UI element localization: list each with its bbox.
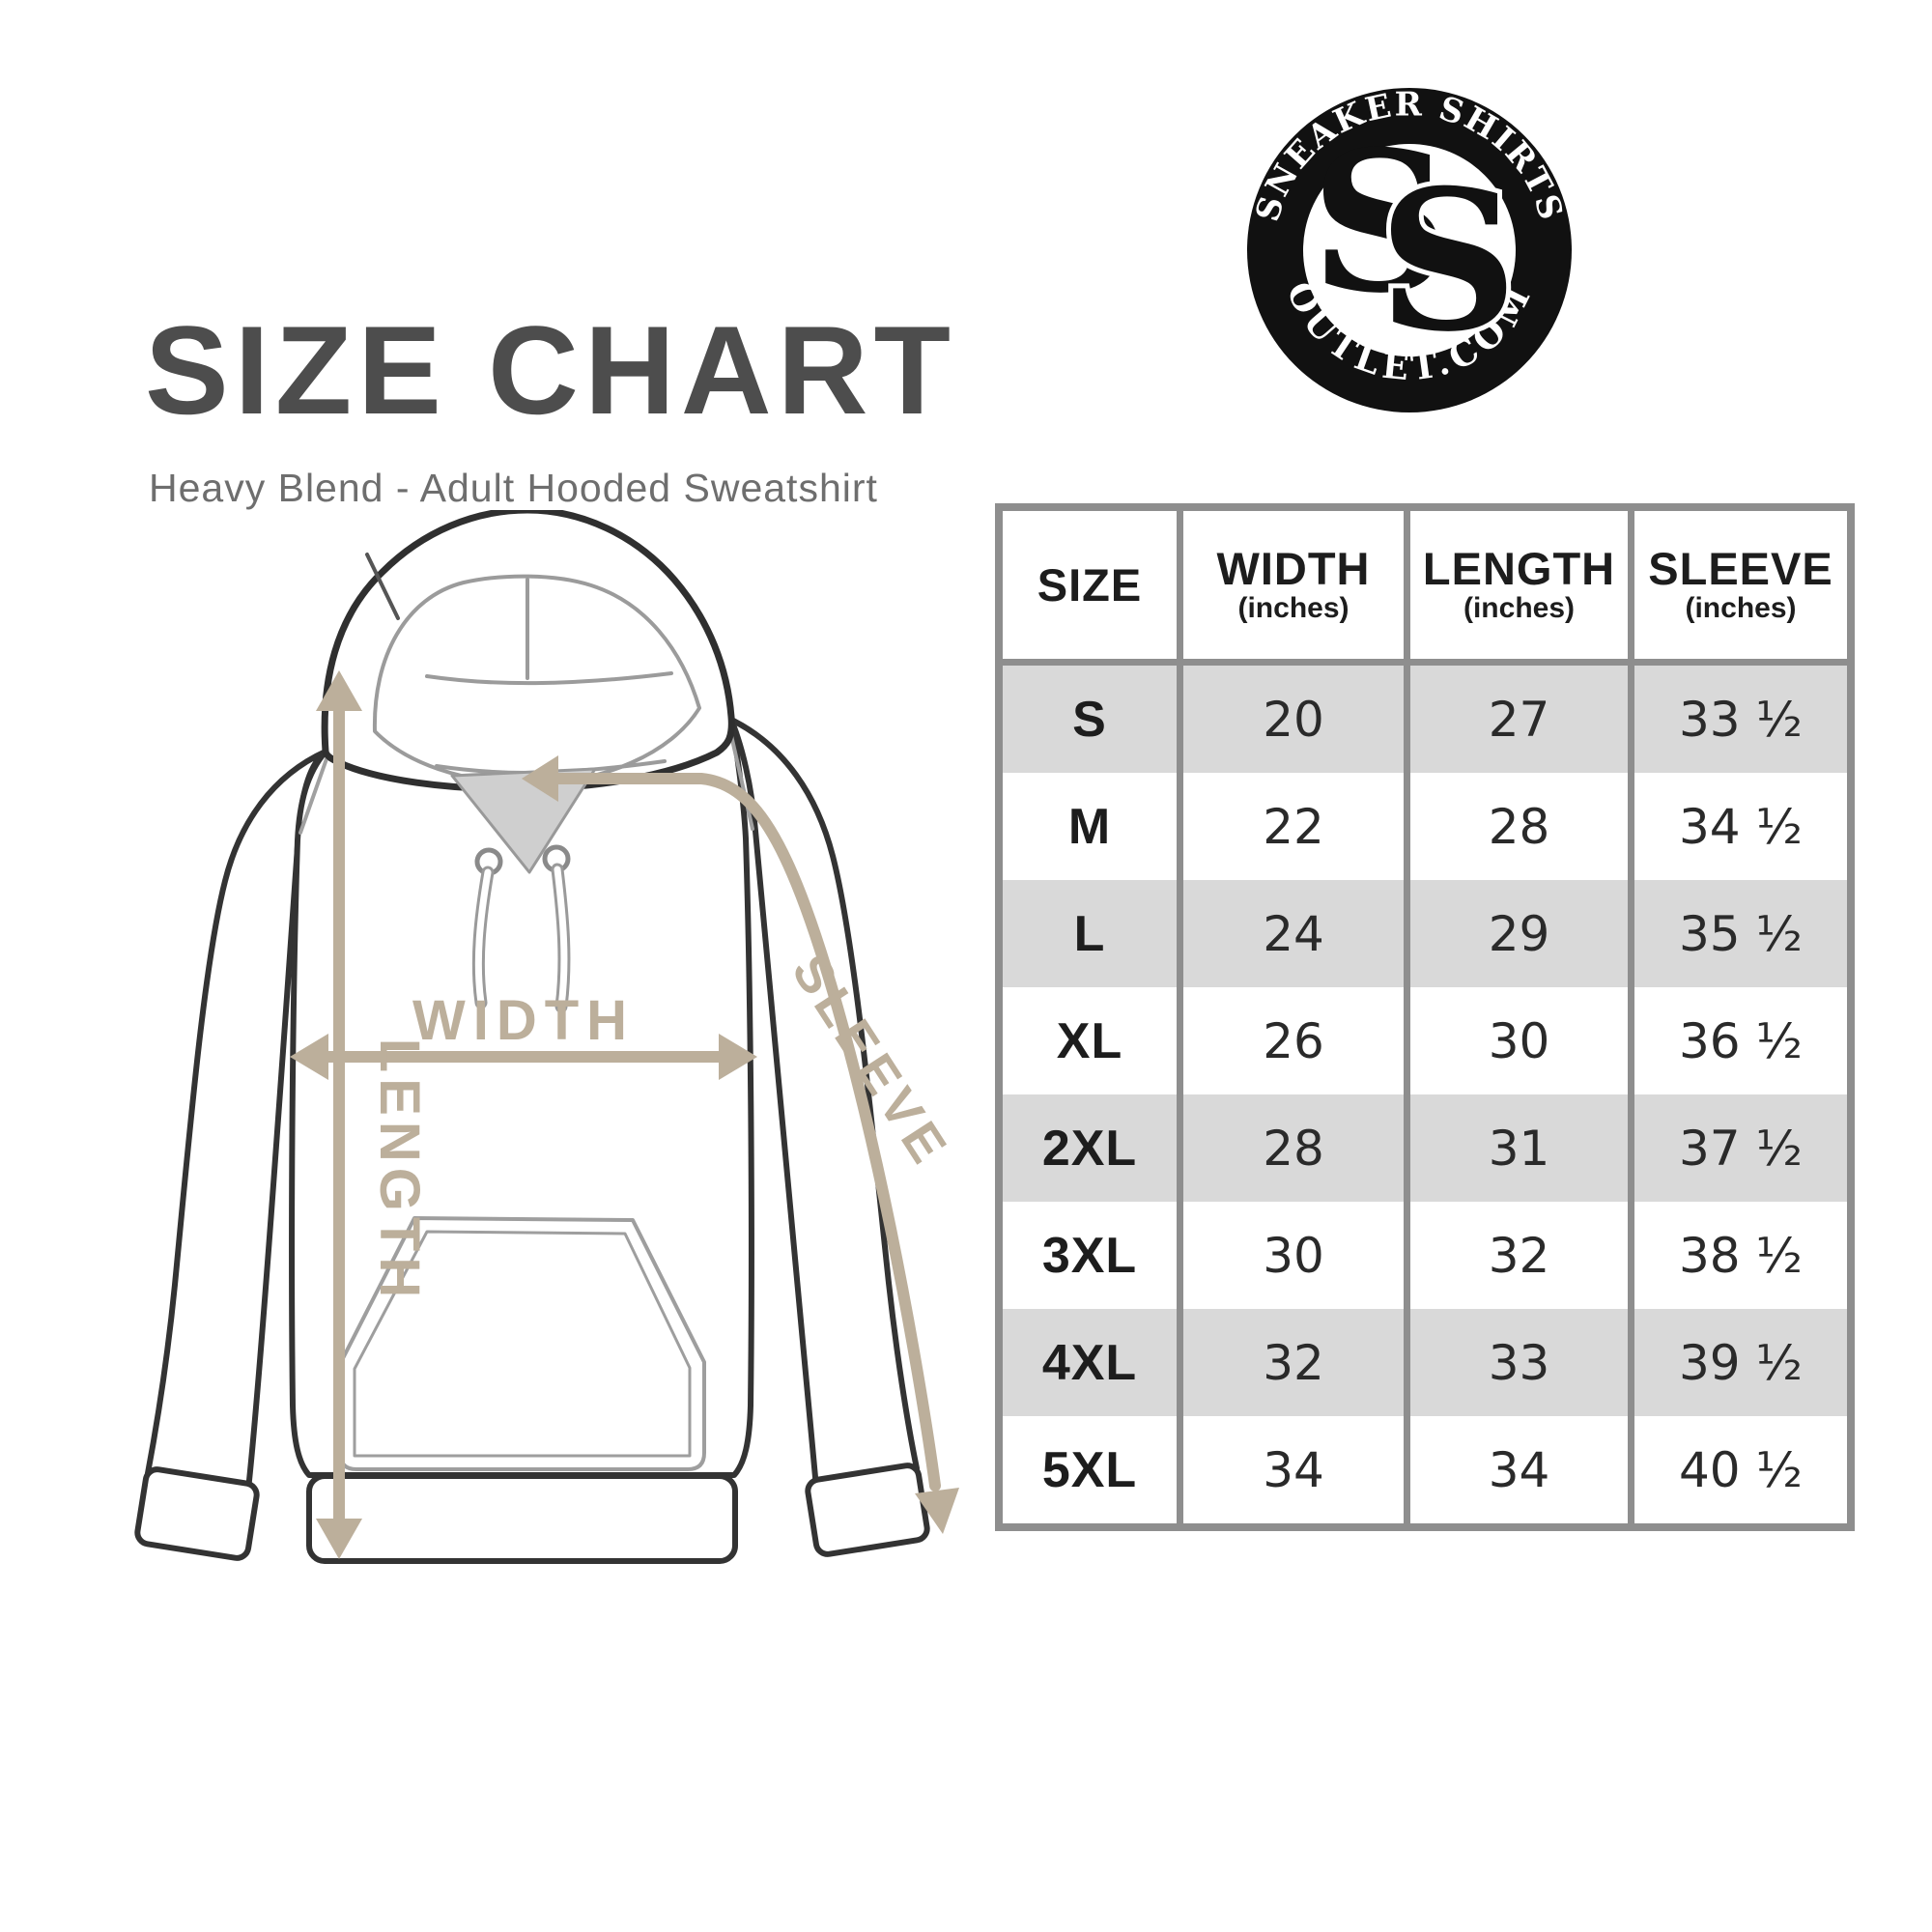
cell-length: 33 (1410, 1309, 1634, 1416)
length-arrowhead-top (316, 670, 362, 711)
cell-width: 26 (1183, 987, 1410, 1094)
cell-sleeve: 39 ½ (1634, 1309, 1847, 1416)
col-header-label: WIDTH (1216, 542, 1371, 594)
logo-monogram-s2: S (1378, 148, 1518, 375)
cell-sleeve: 38 ½ (1634, 1202, 1847, 1309)
cell-width: 20 (1183, 666, 1410, 773)
cell-size: L (1003, 880, 1183, 987)
right-sleeve (728, 717, 920, 1491)
col-header-length: LENGTH (inches) (1410, 511, 1634, 666)
cell-size: 3XL (1003, 1202, 1183, 1309)
hoodie-diagram: WIDTH LENGTH SLEEVE (134, 510, 960, 1564)
cell-width: 32 (1183, 1309, 1410, 1416)
cell-sleeve: 36 ½ (1634, 987, 1847, 1094)
cell-length: 31 (1410, 1094, 1634, 1202)
cell-length: 28 (1410, 773, 1634, 880)
cell-length: 27 (1410, 666, 1634, 773)
col-header-unit: (inches) (1463, 592, 1576, 625)
product-subtitle: Heavy Blend - Adult Hooded Sweatshirt (149, 466, 878, 510)
cell-length: 32 (1410, 1202, 1634, 1309)
col-header-sleeve: SLEEVE (inches) (1634, 511, 1847, 666)
size-table: SIZE WIDTH (inches) LENGTH (inches) SLEE… (995, 503, 1855, 1531)
col-header-label: LENGTH (1422, 542, 1616, 594)
sleeve-arrowhead-neck (522, 755, 558, 802)
cell-width: 30 (1183, 1202, 1410, 1309)
cell-width: 28 (1183, 1094, 1410, 1202)
cell-width: 34 (1183, 1416, 1410, 1523)
cell-length: 29 (1410, 880, 1634, 987)
raglan-seams (298, 721, 754, 835)
neck-inset (450, 767, 597, 874)
cell-sleeve: 33 ½ (1634, 666, 1847, 773)
cell-width: 24 (1183, 880, 1410, 987)
length-arrowhead-bottom (316, 1519, 362, 1559)
cell-length: 30 (1410, 987, 1634, 1094)
right-cuff (805, 1463, 930, 1557)
sleeve-arrow (537, 773, 941, 1492)
drawstrings-highlight (474, 866, 568, 1010)
left-cuff (134, 1466, 260, 1561)
length-label: LENGTH (368, 1038, 431, 1303)
width-arrowhead-left (290, 1034, 328, 1080)
logo-monogram-s1: S (1311, 109, 1450, 336)
cell-sleeve: 37 ½ (1634, 1094, 1847, 1202)
width-label: WIDTH (412, 989, 635, 1052)
cell-sleeve: 40 ½ (1634, 1416, 1847, 1523)
cell-sleeve: 35 ½ (1634, 880, 1847, 987)
width-arrowhead-right (719, 1034, 757, 1080)
left-sleeve (145, 749, 328, 1492)
hood-top-seam (365, 553, 400, 620)
brand-logo: SNEAKER SHIRTS OUTLET.COM S S (1247, 85, 1572, 412)
col-header-label: SIZE (1037, 558, 1143, 611)
page-title: SIZE CHART (145, 299, 956, 440)
cell-size: M (1003, 773, 1183, 880)
col-header-size: SIZE (1003, 511, 1183, 666)
cell-size: XL (1003, 987, 1183, 1094)
hem-band (306, 1473, 738, 1564)
cell-width: 22 (1183, 773, 1410, 880)
col-header-unit: (inches) (1237, 592, 1350, 625)
col-header-unit: (inches) (1685, 592, 1797, 625)
pocket-inner (353, 1230, 692, 1458)
cell-size: S (1003, 666, 1183, 773)
sleeve-arrowhead-cuff (915, 1488, 959, 1534)
logo-inner-circle (1303, 144, 1516, 356)
cell-size: 5XL (1003, 1416, 1183, 1523)
col-header-width: WIDTH (inches) (1183, 511, 1410, 666)
col-header-label: SLEEVE (1648, 542, 1833, 594)
cell-sleeve: 34 ½ (1634, 773, 1847, 880)
cell-length: 34 (1410, 1416, 1634, 1523)
cell-size: 4XL (1003, 1309, 1183, 1416)
cell-size: 2XL (1003, 1094, 1183, 1202)
